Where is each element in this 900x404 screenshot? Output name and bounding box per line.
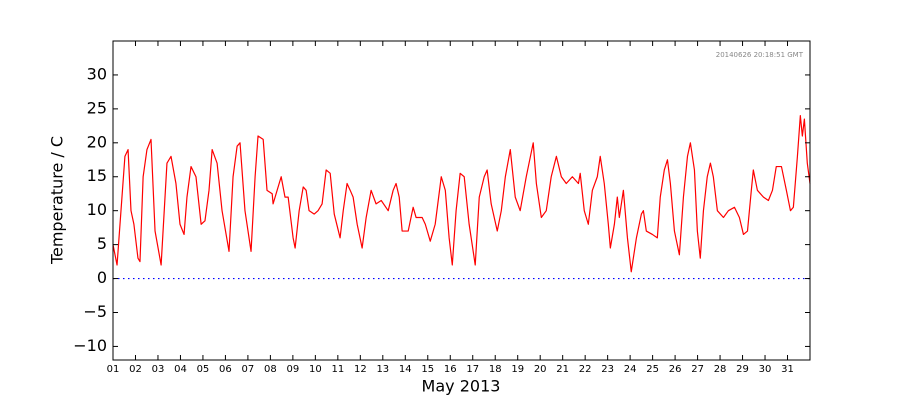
x-tick-label: 21 <box>556 364 569 375</box>
y-tick-label: 20 <box>87 132 107 151</box>
x-tick-label: 09 <box>287 364 300 375</box>
x-tick-label: 08 <box>264 364 277 375</box>
y-tick-label: 0 <box>97 268 107 287</box>
y-tick-label: 5 <box>97 234 107 253</box>
x-tick-label: 17 <box>466 364 479 375</box>
x-tick-label: 05 <box>197 364 210 375</box>
x-tick-label: 13 <box>376 364 389 375</box>
x-tick-label: 29 <box>736 364 749 375</box>
y-tick-label: −5 <box>83 302 107 321</box>
x-tick-label: 15 <box>421 364 434 375</box>
x-tick-label: 16 <box>444 364 457 375</box>
x-tick-label: 19 <box>511 364 524 375</box>
y-tick-label: −10 <box>73 336 107 355</box>
y-tick-label: 15 <box>87 166 107 185</box>
y-tick-label: 10 <box>87 200 107 219</box>
x-tick-label: 20 <box>534 364 547 375</box>
plot-frame <box>112 40 811 361</box>
x-tick-label: 26 <box>669 364 682 375</box>
x-tick-label: 22 <box>579 364 592 375</box>
x-tick-label: 25 <box>646 364 659 375</box>
x-tick-label: 04 <box>174 364 187 375</box>
y-tick-label: 30 <box>87 64 107 83</box>
x-tick-label: 14 <box>399 364 412 375</box>
y-axis-label: Temperature / C <box>48 136 67 265</box>
x-tick-label: 27 <box>691 364 704 375</box>
x-tick-label: 03 <box>152 364 165 375</box>
x-tick-label: 06 <box>219 364 232 375</box>
x-tick-label: 31 <box>781 364 794 375</box>
data-line <box>112 115 811 273</box>
x-tick-label: 28 <box>714 364 727 375</box>
timestamp: 20140626 20:18:51 GMT <box>716 51 804 59</box>
x-axis-label: May 2013 <box>422 377 501 396</box>
x-tick-label: 23 <box>601 364 614 375</box>
x-tick-label: 07 <box>242 364 255 375</box>
x-tick-label: 12 <box>354 364 367 375</box>
x-tick-label: 24 <box>624 364 637 375</box>
y-tick-label: 25 <box>87 98 107 117</box>
x-tick-label: 18 <box>489 364 502 375</box>
x-tick-label: 11 <box>331 364 344 375</box>
x-tick-label: 01 <box>107 364 120 375</box>
x-tick-label: 10 <box>309 364 322 375</box>
x-tick-label: 02 <box>129 364 142 375</box>
x-tick-label: 30 <box>759 364 772 375</box>
